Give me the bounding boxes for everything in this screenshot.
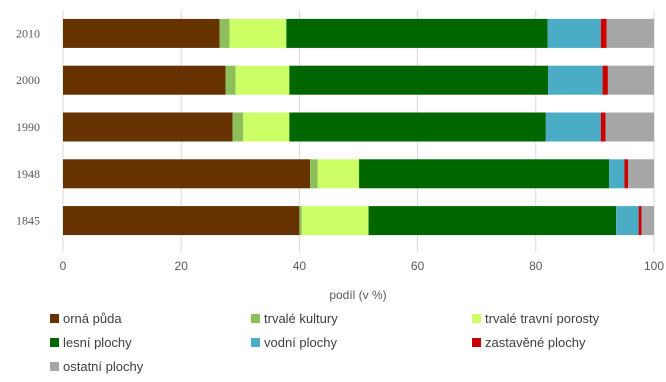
category-label: 1990 (16, 120, 40, 134)
bar-segment (548, 65, 603, 95)
bar-segment (63, 112, 233, 142)
legend-label: trvalé kultury (264, 311, 338, 326)
category-label: 2010 (16, 26, 40, 40)
x-axis-title: podíl (v %) (329, 288, 386, 302)
legend-swatch (472, 314, 481, 323)
bar-segment (545, 112, 601, 142)
bar-segment (607, 65, 654, 95)
legend-swatch (50, 338, 59, 347)
bar-segment (63, 18, 220, 48)
bar-segment (624, 159, 628, 189)
bar-segment (286, 18, 548, 48)
legend-swatch (251, 338, 260, 347)
bar-segment (225, 65, 236, 95)
legend-label: zastavěné plochy (485, 335, 586, 350)
tick-label: 40 (293, 259, 307, 273)
bar-segment (616, 206, 639, 236)
bar-segment (600, 18, 607, 48)
bar-segment (235, 65, 290, 95)
tick-label: 20 (175, 259, 189, 273)
bar-segment (609, 159, 625, 189)
bar-segment (359, 159, 610, 189)
bar-segment (63, 159, 311, 189)
legend: orná půda trvalé kultury trvalé travní por… (50, 311, 600, 374)
bar-segment (627, 159, 654, 189)
legend-swatch (50, 362, 59, 371)
bar-segment (317, 159, 360, 189)
bar-segment (63, 65, 226, 95)
bar-segment (602, 65, 608, 95)
category-label: 2000 (16, 73, 40, 87)
tick-label: 0 (60, 259, 67, 273)
bar-segment (606, 18, 654, 48)
bar-segment (289, 112, 546, 142)
bar-segment (229, 18, 287, 48)
bar-segment (289, 65, 549, 95)
legend-label: lesní plochy (63, 335, 132, 350)
bar-segment (638, 206, 642, 236)
bar-segment (299, 206, 302, 236)
legend-swatch (251, 314, 260, 323)
bar-segment (600, 112, 606, 142)
bar-segment (232, 112, 244, 142)
legend-label: trvalé travní porosty (485, 311, 600, 326)
tick-label: 100 (644, 259, 664, 273)
bar-segment (301, 206, 369, 236)
tick-label: 80 (529, 259, 543, 273)
bar-segment (63, 206, 300, 236)
bar-segment (547, 18, 601, 48)
x-tick-labels: 0 20 40 60 80 100 (60, 259, 665, 273)
category-labels: 2010 2000 1990 1948 1845 (16, 26, 40, 227)
legend-label: ostatní plochy (63, 359, 144, 374)
category-label: 1948 (16, 167, 40, 181)
legend-swatch (50, 314, 59, 323)
bar-segment (641, 206, 654, 236)
bars (63, 18, 654, 236)
legend-label: vodní plochy (264, 335, 337, 350)
tick-label: 60 (411, 259, 425, 273)
bar-segment (310, 159, 318, 189)
legend-label: orná půda (63, 311, 122, 326)
bar-segment (219, 18, 230, 48)
legend-swatch (472, 338, 481, 347)
bar-segment (243, 112, 290, 142)
bar-segment (605, 112, 654, 142)
category-label: 1845 (16, 214, 40, 228)
bar-segment (368, 206, 617, 236)
